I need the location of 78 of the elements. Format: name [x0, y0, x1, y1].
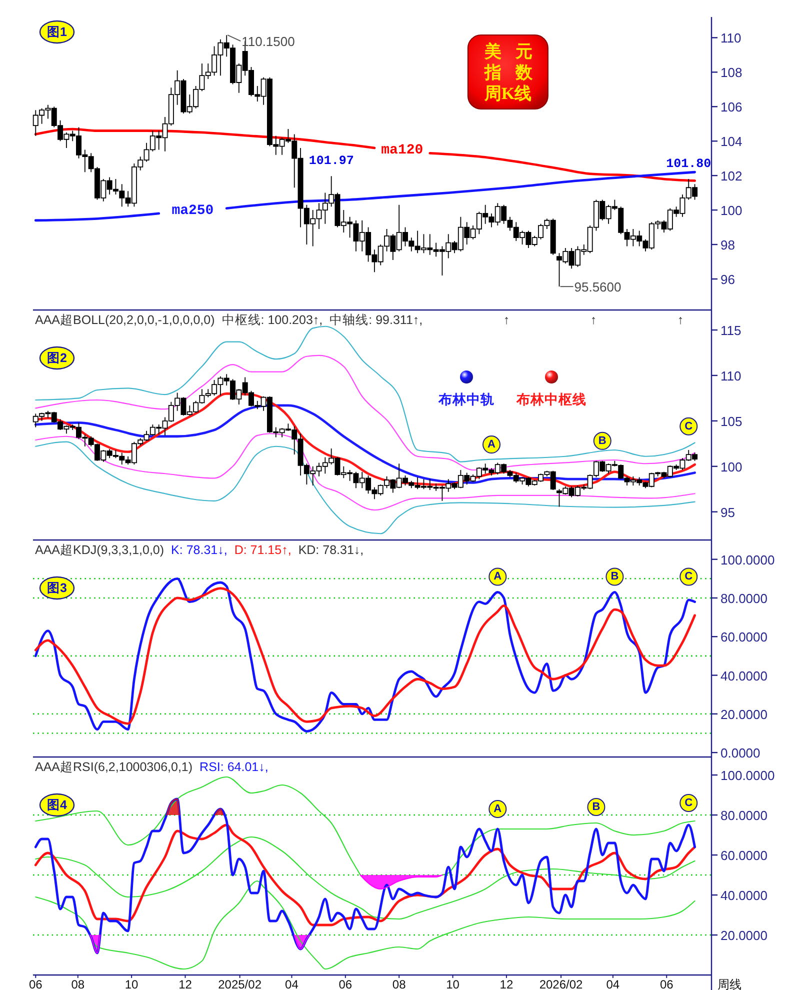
annotation: B [610, 570, 619, 583]
annotation: B [598, 434, 606, 447]
y-tick-label: 102 [720, 168, 742, 184]
text: 美元指数周K线 [483, 42, 534, 103]
x-tick-label: 04 [606, 978, 620, 990]
x-tick-label: 06 [660, 978, 674, 990]
y-tick-label: 100.0000 [720, 552, 775, 567]
series-label: K: 78.31↓, [171, 543, 228, 557]
annotation: 图4 [47, 798, 68, 812]
y-tick-label: 95 [720, 504, 735, 520]
y-tick-label: 80.0000 [720, 808, 768, 822]
text: D: 71.15↑, [234, 543, 292, 557]
annotation: 101.97 [308, 154, 354, 168]
line-series [35, 836, 696, 920]
line-series [35, 326, 696, 462]
y-tick-label: 40.0000 [720, 668, 768, 683]
y-tick-label: 115 [720, 322, 742, 338]
y-tick-label: 96 [720, 271, 735, 286]
legend-label: 布林中枢线 [516, 392, 586, 407]
annotation: C [684, 570, 693, 583]
annotation: A [494, 803, 502, 815]
line-series [34, 824, 696, 926]
annotation: 图2 [47, 351, 68, 365]
y-tick-label: 110 [720, 368, 742, 383]
annotation: A [494, 570, 502, 583]
annotation: 95.5600 [574, 279, 622, 294]
annotation: KD: 78.31↓, [298, 543, 364, 557]
y-tick-label: 105 [720, 413, 742, 428]
y-tick-label: 60.0000 [720, 629, 768, 644]
y-tick-label: 80.0000 [720, 590, 768, 606]
y-tick-label: 110 [720, 30, 742, 46]
x-tick-label: 12 [178, 978, 192, 990]
chart-title: AAA超BOLL(20,2,0,0,-1,0,0,0,0) [35, 313, 215, 327]
x-tick-label: 10 [124, 978, 139, 990]
annotation: 中轴线: 99.311↑, [330, 313, 423, 327]
y-tick-label: 100 [720, 202, 742, 218]
legend-label: 布林中轨 [438, 392, 494, 407]
annotation: 101.80 [666, 157, 712, 172]
y-tick-label: 20.0000 [720, 928, 768, 942]
y-tick-label: 0.0000 [720, 745, 760, 760]
annotation: ↑ [677, 313, 684, 327]
chart-title: AAA超KDJ(9,3,3,1,0,0) [35, 543, 164, 557]
x-axis-title: 周线 [718, 978, 742, 990]
series-label: ma250 [172, 202, 214, 219]
y-tick-label: 20.0000 [720, 706, 768, 722]
annotation: 中枢线: 100.203↑, [222, 313, 323, 327]
line-series [34, 798, 696, 954]
x-tick-label: 06 [28, 978, 43, 990]
annotation: C [684, 420, 693, 432]
series-label: ma120 [381, 142, 424, 159]
x-tick-label: 10 [446, 978, 460, 990]
x-tick-label: 12 [500, 978, 514, 990]
line-series [35, 433, 696, 511]
text: RSI: 64.01↓, [200, 760, 268, 774]
y-tick-label: 40.0000 [720, 888, 768, 902]
line-series [35, 880, 696, 970]
x-tick-label: 08 [71, 978, 85, 990]
y-tick-label: 106 [720, 99, 742, 114]
x-tick-label: 04 [285, 978, 299, 990]
y-tick-label: 98 [720, 237, 735, 252]
x-tick-label: 2026/02 [539, 978, 584, 990]
chart-title: AAA超RSI(6,2,1000306,0,1) [35, 760, 193, 774]
annotation: 图1 [47, 25, 68, 39]
annotation: 110.1500 [242, 34, 295, 49]
annotation: C [684, 797, 693, 809]
annotation: ↑ [503, 313, 510, 327]
y-tick-label: 100.0000 [720, 768, 775, 782]
y-tick-label: 60.0000 [720, 848, 768, 862]
annotation: A [488, 438, 496, 451]
x-tick-label: 08 [392, 978, 406, 990]
annotation: B [592, 801, 600, 813]
x-tick-label: 06 [338, 978, 352, 990]
x-tick-label: 2025/02 [218, 978, 262, 990]
annotation: 图3 [47, 581, 68, 595]
y-tick-label: 104 [720, 134, 742, 149]
y-tick-label: 100 [720, 458, 742, 474]
annotation: ↑ [590, 313, 597, 327]
y-tick-label: 108 [720, 64, 742, 80]
